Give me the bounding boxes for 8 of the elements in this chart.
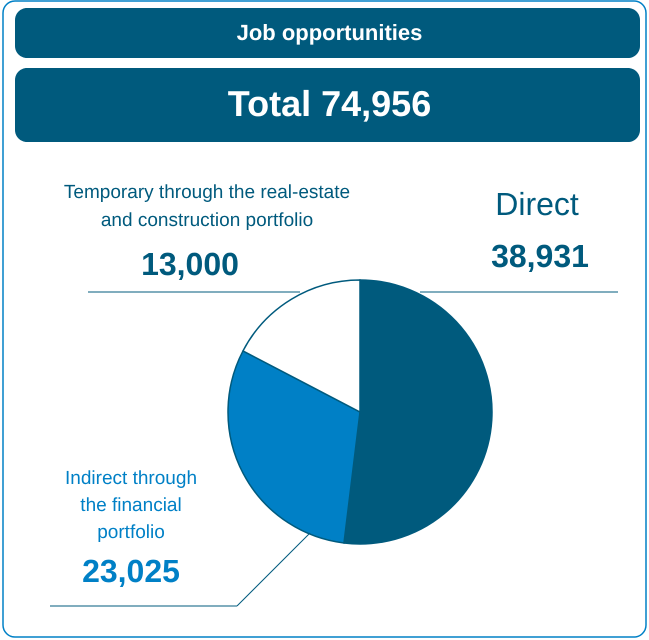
- slice-label: Direct: [495, 186, 579, 222]
- slice-label: Temporary through the real-estate and construction portfolio: [64, 182, 350, 231]
- data-label: 13,000: [141, 246, 239, 282]
- chart-title: Job opportunities: [236, 20, 422, 45]
- chart-subtitle: Total 74,956: [228, 83, 432, 124]
- slice-label: Indirect through the financial portfolio: [64, 468, 198, 543]
- data-label: 23,025: [82, 553, 180, 589]
- data-label: 38,931: [491, 238, 589, 274]
